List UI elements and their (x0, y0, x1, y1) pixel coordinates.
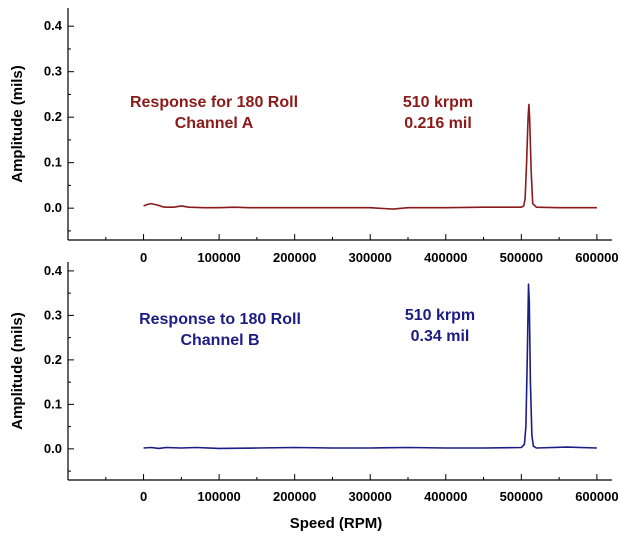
annotation-line: 510 krpm (403, 94, 473, 111)
chart-annotation: 510 krpm 0.216 mil (403, 94, 473, 132)
x-tick-label: 600000 (575, 250, 618, 265)
y-tick-label: 0.0 (44, 200, 62, 215)
annotation-line: Channel B (180, 332, 259, 349)
y-axis-title: Amplitude (mils) (9, 312, 26, 430)
y-tick-label: 0.1 (44, 396, 62, 411)
x-tick-label: 400000 (424, 489, 467, 504)
y-tick-label: 0.4 (44, 263, 63, 278)
y-tick-label: 0.3 (44, 64, 62, 79)
x-tick-label: 200000 (273, 250, 316, 265)
series-line (143, 103, 597, 210)
chart-panel-channel-a: 0.0 0.1 0.2 0.3 0.4 0 100000 200000 300000 400000… (9, 8, 618, 265)
x-tick-label: 0 (140, 489, 147, 504)
y-tick-label: 0.3 (44, 307, 62, 322)
annotation-line: 0.34 mil (411, 328, 470, 345)
y-tick-label: 0.0 (44, 441, 62, 456)
annotation-line: Response to 180 Roll (139, 311, 301, 328)
chart-annotation: Response for 180 Roll Channel A (130, 94, 298, 132)
x-tick-label: 100000 (197, 489, 240, 504)
x-axis-title: Speed (RPM) (290, 515, 383, 532)
x-tick-label: 400000 (424, 250, 467, 265)
annotation-line: Channel A (175, 115, 254, 132)
y-tick-label: 0.2 (44, 109, 62, 124)
y-tick-label: 0.4 (44, 18, 63, 33)
x-tick-label: 600000 (575, 489, 618, 504)
annotation-line: Response for 180 Roll (130, 94, 298, 111)
y-tick-label: 0.2 (44, 352, 62, 367)
series-line (143, 283, 597, 450)
x-tick-label: 500000 (500, 489, 543, 504)
y-axis-title: Amplitude (mils) (9, 65, 26, 183)
y-tick-label: 0.1 (44, 155, 62, 170)
chart-annotation: Response to 180 Roll Channel B (139, 311, 301, 349)
x-tick-label: 0 (140, 250, 147, 265)
x-tick-label: 500000 (500, 250, 543, 265)
annotation-line: 0.216 mil (404, 115, 472, 132)
x-tick-label: 100000 (197, 250, 240, 265)
chart-annotation: 510 krpm 0.34 mil (405, 307, 475, 345)
x-tick-label: 300000 (349, 250, 392, 265)
chart-panel-channel-b: 0.0 0.1 0.2 0.3 0.4 0 100000 200000 300000 400000… (9, 262, 618, 532)
x-tick-label: 300000 (349, 489, 392, 504)
x-tick-label: 200000 (273, 489, 316, 504)
annotation-line: 510 krpm (405, 307, 475, 324)
